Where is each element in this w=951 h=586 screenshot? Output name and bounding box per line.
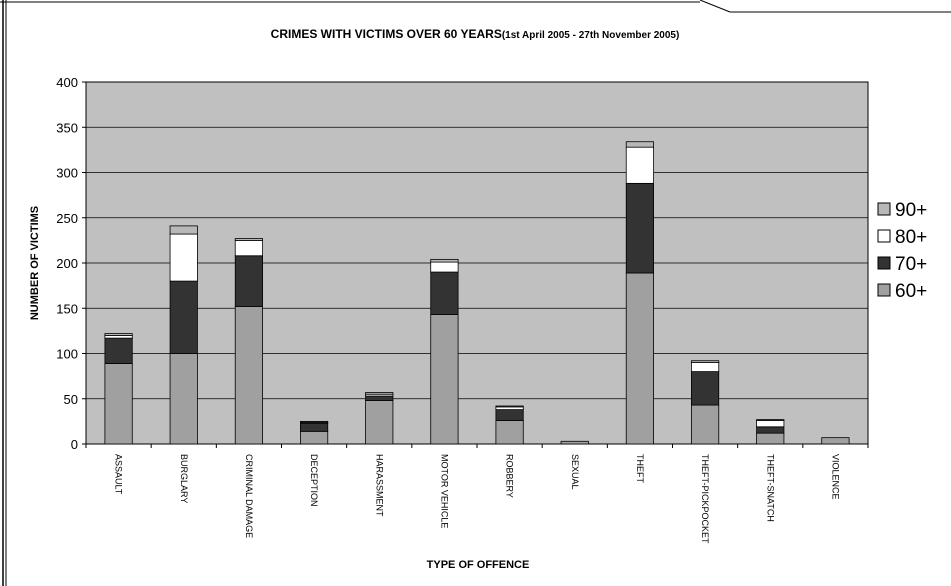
x-category-label: SEXUAL [570, 454, 580, 490]
bar-segment-90plus [690, 360, 720, 363]
bar-segment-60plus [365, 400, 394, 445]
bar-segment-90plus [625, 141, 655, 148]
chart-title: CRIMES WITH VICTIMS OVER 60 YEARS(1st Ap… [271, 27, 680, 41]
x-category-label: BURGLARY [179, 454, 189, 503]
y-tick-label: 400 [56, 75, 78, 90]
bar-segment-60plus [756, 432, 785, 445]
bar-segment-70plus [690, 371, 720, 406]
gridlines [86, 126, 868, 400]
bar-segment-90plus [299, 420, 329, 423]
bar-segment-70plus [430, 271, 459, 315]
bar-segment-80plus [169, 233, 198, 282]
legend: 90+ 80+ 70+ 60+ [877, 200, 927, 302]
x-axis-categories: ASSAULT BURGLARY CRIMINAL DAMAGE DECEPTION H… [85, 444, 869, 544]
x-category-label: HARASSMENT [374, 454, 384, 517]
bar-segment-80plus [495, 406, 524, 411]
x-category-label: VIOLENCE [830, 454, 840, 500]
y-axis-ticks: 0 50 100 150 200 250 300 350 400 [56, 75, 86, 452]
bar-segment-90plus [756, 419, 785, 421]
bar-segment-80plus [234, 239, 264, 257]
x-category-label: THEFT-SNATCH [765, 454, 775, 522]
bar-segment-70plus [299, 422, 329, 432]
y-tick-label: 200 [56, 256, 78, 271]
x-axis-label: TYPE OF OFFENCE [427, 559, 530, 571]
bar-segment-60plus [690, 404, 720, 445]
y-tick-label: 350 [56, 120, 78, 135]
bars-group [104, 141, 850, 445]
x-category-label: CRIMINAL DAMAGE [244, 454, 254, 538]
y-tick-label: 300 [56, 166, 78, 181]
bar-segment-60plus [169, 353, 198, 445]
x-category-label: THEFT-PICKPOCKET [700, 454, 710, 544]
y-axis-label: NUMBER OF VICTIMS [29, 206, 41, 320]
bar-segment-70plus [104, 337, 133, 364]
bar-segment-90plus [104, 333, 133, 336]
x-category-label: DECEPTION [309, 454, 319, 507]
bar-segment-90plus [169, 225, 198, 235]
bar-segment-60plus [104, 363, 133, 445]
legend-swatch [877, 229, 891, 243]
legend-swatch [877, 202, 891, 216]
bar-segment-70plus [365, 395, 394, 401]
bar-segment-70plus [169, 280, 198, 354]
bar-segment-70plus [234, 255, 264, 307]
legend-label: 60+ [895, 281, 927, 302]
x-category-label: ASSAULT [114, 454, 124, 495]
bar-segment-80plus [430, 261, 459, 273]
bar-segment-70plus [625, 182, 655, 274]
bar-segment-70plus [756, 426, 785, 434]
bar-segment-90plus [495, 405, 524, 408]
x-category-label: ROBBERY [505, 454, 515, 498]
bar-segment-60plus [495, 420, 524, 445]
bar-segment-60plus [625, 272, 655, 445]
legend-label: 80+ [895, 227, 927, 248]
bar-segment-90plus [234, 238, 264, 241]
y-tick-label: 50 [64, 392, 78, 407]
bar-segment-80plus [104, 334, 133, 339]
bar-segment-60plus [560, 440, 589, 445]
y-tick-label: 100 [56, 347, 78, 362]
bar-segment-60plus [299, 430, 329, 445]
bar-segment-90plus [365, 392, 394, 395]
legend-label: 90+ [895, 200, 927, 221]
legend-swatch [877, 283, 891, 297]
y-tick-label: 250 [56, 211, 78, 226]
legend-swatch [877, 256, 891, 270]
bar-segment-60plus [821, 437, 850, 445]
bar-segment-80plus [625, 146, 655, 184]
bar-segment-60plus [234, 306, 264, 445]
bar-segment-80plus [756, 420, 785, 428]
legend-label: 70+ [895, 254, 927, 275]
bar-segment-60plus [430, 314, 459, 445]
y-tick-label: 0 [71, 437, 78, 452]
x-category-label: MOTOR VEHICLE [439, 454, 449, 528]
chart-title-main: CRIMES WITH VICTIMS OVER 60 YEARS [271, 27, 502, 41]
bar-segment-80plus [690, 362, 720, 372]
bar-segment-90plus [430, 258, 459, 263]
y-tick-label: 150 [56, 301, 78, 316]
bar-segment-70plus [495, 409, 524, 421]
x-category-label: THEFT [635, 454, 645, 483]
chart-subtitle: (1st April 2005 - 27th November 2005) [502, 30, 679, 41]
